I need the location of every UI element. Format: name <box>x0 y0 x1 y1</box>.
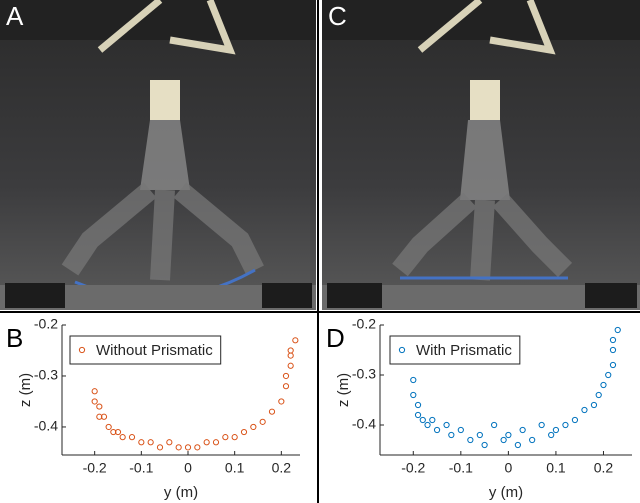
scatter-point <box>147 439 154 446</box>
scatter-point <box>414 411 422 419</box>
x-tick-label: 0.2 <box>594 460 614 476</box>
scatter-point <box>529 436 536 444</box>
scatter-point <box>287 352 294 359</box>
scatter-point <box>491 421 498 429</box>
scatter-point <box>96 403 103 410</box>
scatter-point <box>110 428 117 436</box>
x-tick-label: -0.2 <box>401 460 425 476</box>
x-tick-label: 0.2 <box>272 460 292 476</box>
scatter-point <box>600 381 607 389</box>
scatter-point <box>231 434 238 441</box>
scatter-point <box>287 347 294 354</box>
x-tick-label: 0.1 <box>546 460 566 476</box>
x-tick-label: 0 <box>504 460 512 476</box>
y-tick-label: -0.2 <box>34 316 58 332</box>
scatter-point <box>184 444 192 451</box>
scatter-point <box>424 421 431 429</box>
scatter-point <box>609 361 617 369</box>
legend-marker <box>398 346 406 354</box>
scatter-point <box>429 416 436 424</box>
scatter-point <box>552 426 560 434</box>
photo-c <box>322 0 640 310</box>
y-tick-label: -0.2 <box>352 316 376 332</box>
y-tick-label: -0.3 <box>352 366 376 382</box>
scatter-point <box>282 383 290 390</box>
scatter-point <box>410 391 417 399</box>
scatter-point <box>443 421 450 429</box>
scatter-point <box>282 372 290 380</box>
legend-box <box>69 335 222 365</box>
scatter-point <box>212 439 220 446</box>
scatter-point <box>410 376 417 384</box>
scatter-point <box>500 436 507 444</box>
scatter-point <box>114 428 122 436</box>
scatter-point <box>91 388 98 395</box>
scatter-point <box>467 436 474 444</box>
scatter-point <box>119 434 126 441</box>
scatter-point <box>548 431 555 439</box>
y-axis-label: z (m) <box>335 373 352 407</box>
scatter-point <box>268 408 276 415</box>
legend-label: With Prismatic <box>416 342 512 359</box>
scatter-point <box>105 423 112 431</box>
scatter-point <box>519 426 526 434</box>
scatter-point <box>203 439 210 446</box>
scatter-point <box>278 398 285 405</box>
scatter-point <box>571 416 579 424</box>
scatter-point <box>609 336 617 344</box>
legend-marker <box>78 346 86 354</box>
panel-label: A <box>6 1 24 31</box>
scatter-point <box>128 434 136 441</box>
scatter-point <box>250 423 257 431</box>
scatter-point <box>505 431 512 439</box>
scatter-point <box>590 401 598 409</box>
scatter-point <box>448 431 455 439</box>
x-axis-label: y (m) <box>164 484 198 501</box>
photo-a <box>0 0 316 310</box>
x-tick-label: -0.1 <box>129 460 153 476</box>
scatter-point <box>538 421 545 429</box>
scatter-point <box>609 346 617 354</box>
scatter-point <box>100 413 108 420</box>
x-tick-label: 0.1 <box>225 460 245 476</box>
legend-box <box>389 335 521 365</box>
panel-label: D <box>326 323 345 353</box>
scatter-point <box>605 371 612 379</box>
scatter-point <box>595 391 602 399</box>
scatter-point <box>222 434 229 441</box>
scatter-point <box>419 416 426 424</box>
scatter-point <box>514 441 521 449</box>
scatter-point <box>476 431 483 439</box>
scatter-point <box>166 439 173 446</box>
scatter-point <box>96 413 103 420</box>
x-tick-label: 0 <box>184 460 192 476</box>
y-tick-label: -0.4 <box>34 418 58 434</box>
scatter-point <box>240 428 248 436</box>
x-axis-label: y (m) <box>489 484 523 501</box>
panel-label: C <box>328 1 347 31</box>
y-tick-label: -0.3 <box>34 367 58 383</box>
scatter-point <box>433 426 441 434</box>
scatter-point <box>194 444 201 451</box>
x-tick-label: -0.1 <box>449 460 473 476</box>
scatter-point <box>481 441 488 449</box>
y-axis-label: z (m) <box>17 373 34 407</box>
legend-label: Without Prismatic <box>96 342 213 359</box>
scatter-point <box>91 398 98 405</box>
y-tick-label: -0.4 <box>352 416 376 432</box>
scatter-point <box>457 426 464 434</box>
scatter-point <box>175 444 182 451</box>
scatter-point <box>292 337 299 344</box>
scatter-point <box>614 326 621 334</box>
panel-label: B <box>6 323 23 353</box>
scatter-point <box>138 439 145 446</box>
scatter-point <box>287 362 294 369</box>
scatter-point <box>581 406 588 414</box>
scatter-point <box>259 418 266 425</box>
scatter-point <box>562 421 569 429</box>
scatter-point <box>156 444 164 451</box>
scatter-point <box>414 401 422 409</box>
x-tick-label: -0.2 <box>83 460 107 476</box>
